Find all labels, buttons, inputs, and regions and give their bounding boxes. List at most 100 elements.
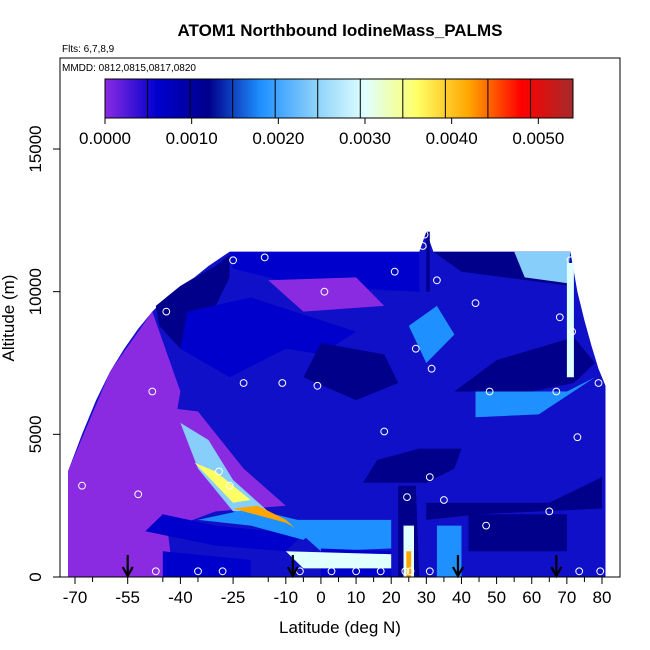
- heatmap-region: [454, 337, 595, 392]
- sample-point: [403, 493, 411, 502]
- x-tick-label: 20: [382, 588, 401, 607]
- x-tick-label: -25: [221, 588, 246, 607]
- sample-point: [320, 287, 329, 296]
- heatmap-region: [162, 551, 251, 577]
- sample-point: [433, 276, 441, 285]
- sample-point: [471, 299, 480, 308]
- x-tick-label: -70: [63, 588, 88, 607]
- heatmap-region: [180, 297, 357, 378]
- x-tick-label: 0: [316, 588, 325, 607]
- x-tick-label: 30: [417, 588, 436, 607]
- sample-point: [278, 379, 287, 387]
- y-tick-label: 0: [26, 572, 45, 581]
- sample-point: [151, 567, 160, 576]
- heatmap-region: [155, 254, 230, 349]
- sample-point: [573, 433, 582, 442]
- x-tick-label: 40: [452, 588, 471, 607]
- x-tick-label: -55: [115, 588, 140, 607]
- heatmap-region: [194, 462, 251, 503]
- colorbar-tick-label: 0.0050: [512, 129, 564, 148]
- x-tick-label: 50: [487, 588, 506, 607]
- sample-point: [218, 567, 227, 576]
- x-axis-label: Latitude (deg N): [279, 618, 401, 637]
- sample-point: [596, 567, 605, 576]
- sample-point: [327, 567, 336, 576]
- sample-point: [594, 379, 603, 387]
- heatmap-region: [285, 519, 392, 552]
- heatmap-region: [426, 231, 430, 292]
- sample-point: [485, 387, 494, 396]
- sample-point: [194, 567, 202, 576]
- heatmap-region: [233, 505, 321, 543]
- sample-point: [425, 567, 434, 576]
- heatmap-region: [145, 514, 304, 552]
- sample-point: [552, 387, 561, 396]
- sample-point: [482, 521, 491, 530]
- sample-point: [420, 230, 429, 239]
- x-tick-label: 80: [593, 588, 612, 607]
- sample-point: [440, 496, 448, 504]
- colorbar-tick-label: 0.0020: [252, 129, 304, 148]
- flights-label: Flts: 6,7,8,9: [62, 44, 115, 55]
- sample-point: [239, 379, 248, 387]
- flight-arrow-icon: [451, 555, 464, 579]
- sample-point: [376, 567, 385, 576]
- sample-point: [406, 567, 415, 576]
- sample-point: [148, 387, 157, 396]
- mmdd-annotation: MMDD: 0812,0815,0817,0820: [62, 63, 196, 74]
- sample-point: [134, 490, 143, 499]
- heatmap-region: [303, 343, 399, 401]
- heatmap-region: [363, 448, 462, 483]
- heatmap-region: [468, 514, 567, 552]
- x-tick-label: 60: [522, 588, 541, 607]
- sample-point: [123, 324, 132, 333]
- heatmap-region: [180, 422, 269, 512]
- flight-arrow-icon: [550, 555, 563, 579]
- sample-point: [425, 473, 434, 482]
- sample-point: [401, 567, 410, 576]
- sample-point: [380, 427, 389, 436]
- heatmap-region: [408, 305, 455, 363]
- sample-point: [390, 267, 399, 276]
- sample-point: [162, 307, 171, 316]
- sample-point: [418, 242, 427, 250]
- sample-point: [352, 567, 361, 576]
- colorbar-tick-label: 0.0040: [426, 129, 478, 148]
- colorbar: [104, 78, 574, 119]
- heatmap-region: [406, 551, 412, 577]
- plot-frame: [59, 57, 621, 578]
- sample-point: [555, 313, 564, 322]
- sample-point: [225, 481, 234, 490]
- heatmap-region: [426, 477, 602, 520]
- colorbar-tick-label: 0.0030: [339, 129, 391, 148]
- colorbar-tick-label: 0.0000: [79, 129, 131, 148]
- colorbar-tick-label: 0.0010: [166, 129, 218, 148]
- heatmap-region: [436, 525, 462, 577]
- heatmap-region: [285, 551, 392, 569]
- sample-point: [411, 344, 420, 353]
- x-tick-label: -10: [274, 588, 299, 607]
- sample-point: [427, 364, 436, 373]
- sample-point: [260, 253, 269, 262]
- x-tick-label: 10: [347, 588, 366, 607]
- sample-point: [568, 327, 576, 336]
- sample-point: [215, 467, 223, 476]
- heatmap-region: [475, 377, 595, 418]
- chart-title: ATOM1 Northbound IodineMass_PALMS: [178, 21, 503, 40]
- sample-point: [78, 481, 86, 490]
- y-tick-label: 10000: [26, 268, 45, 315]
- sample-point: [229, 256, 238, 265]
- heatmap-region: [229, 251, 420, 292]
- y-tick-label: 5000: [26, 415, 45, 453]
- sample-point: [313, 381, 322, 390]
- sample-point: [566, 256, 575, 265]
- flight-arrow-icon: [121, 555, 134, 579]
- heatmap-region: [514, 251, 571, 284]
- y-tick-label: 15000: [26, 125, 45, 172]
- heatmap-region: [198, 508, 321, 540]
- x-tick-label: 70: [557, 588, 576, 607]
- flight-arrow-icon: [286, 555, 299, 579]
- heatmap-region: [566, 263, 574, 378]
- sample-point: [545, 507, 554, 516]
